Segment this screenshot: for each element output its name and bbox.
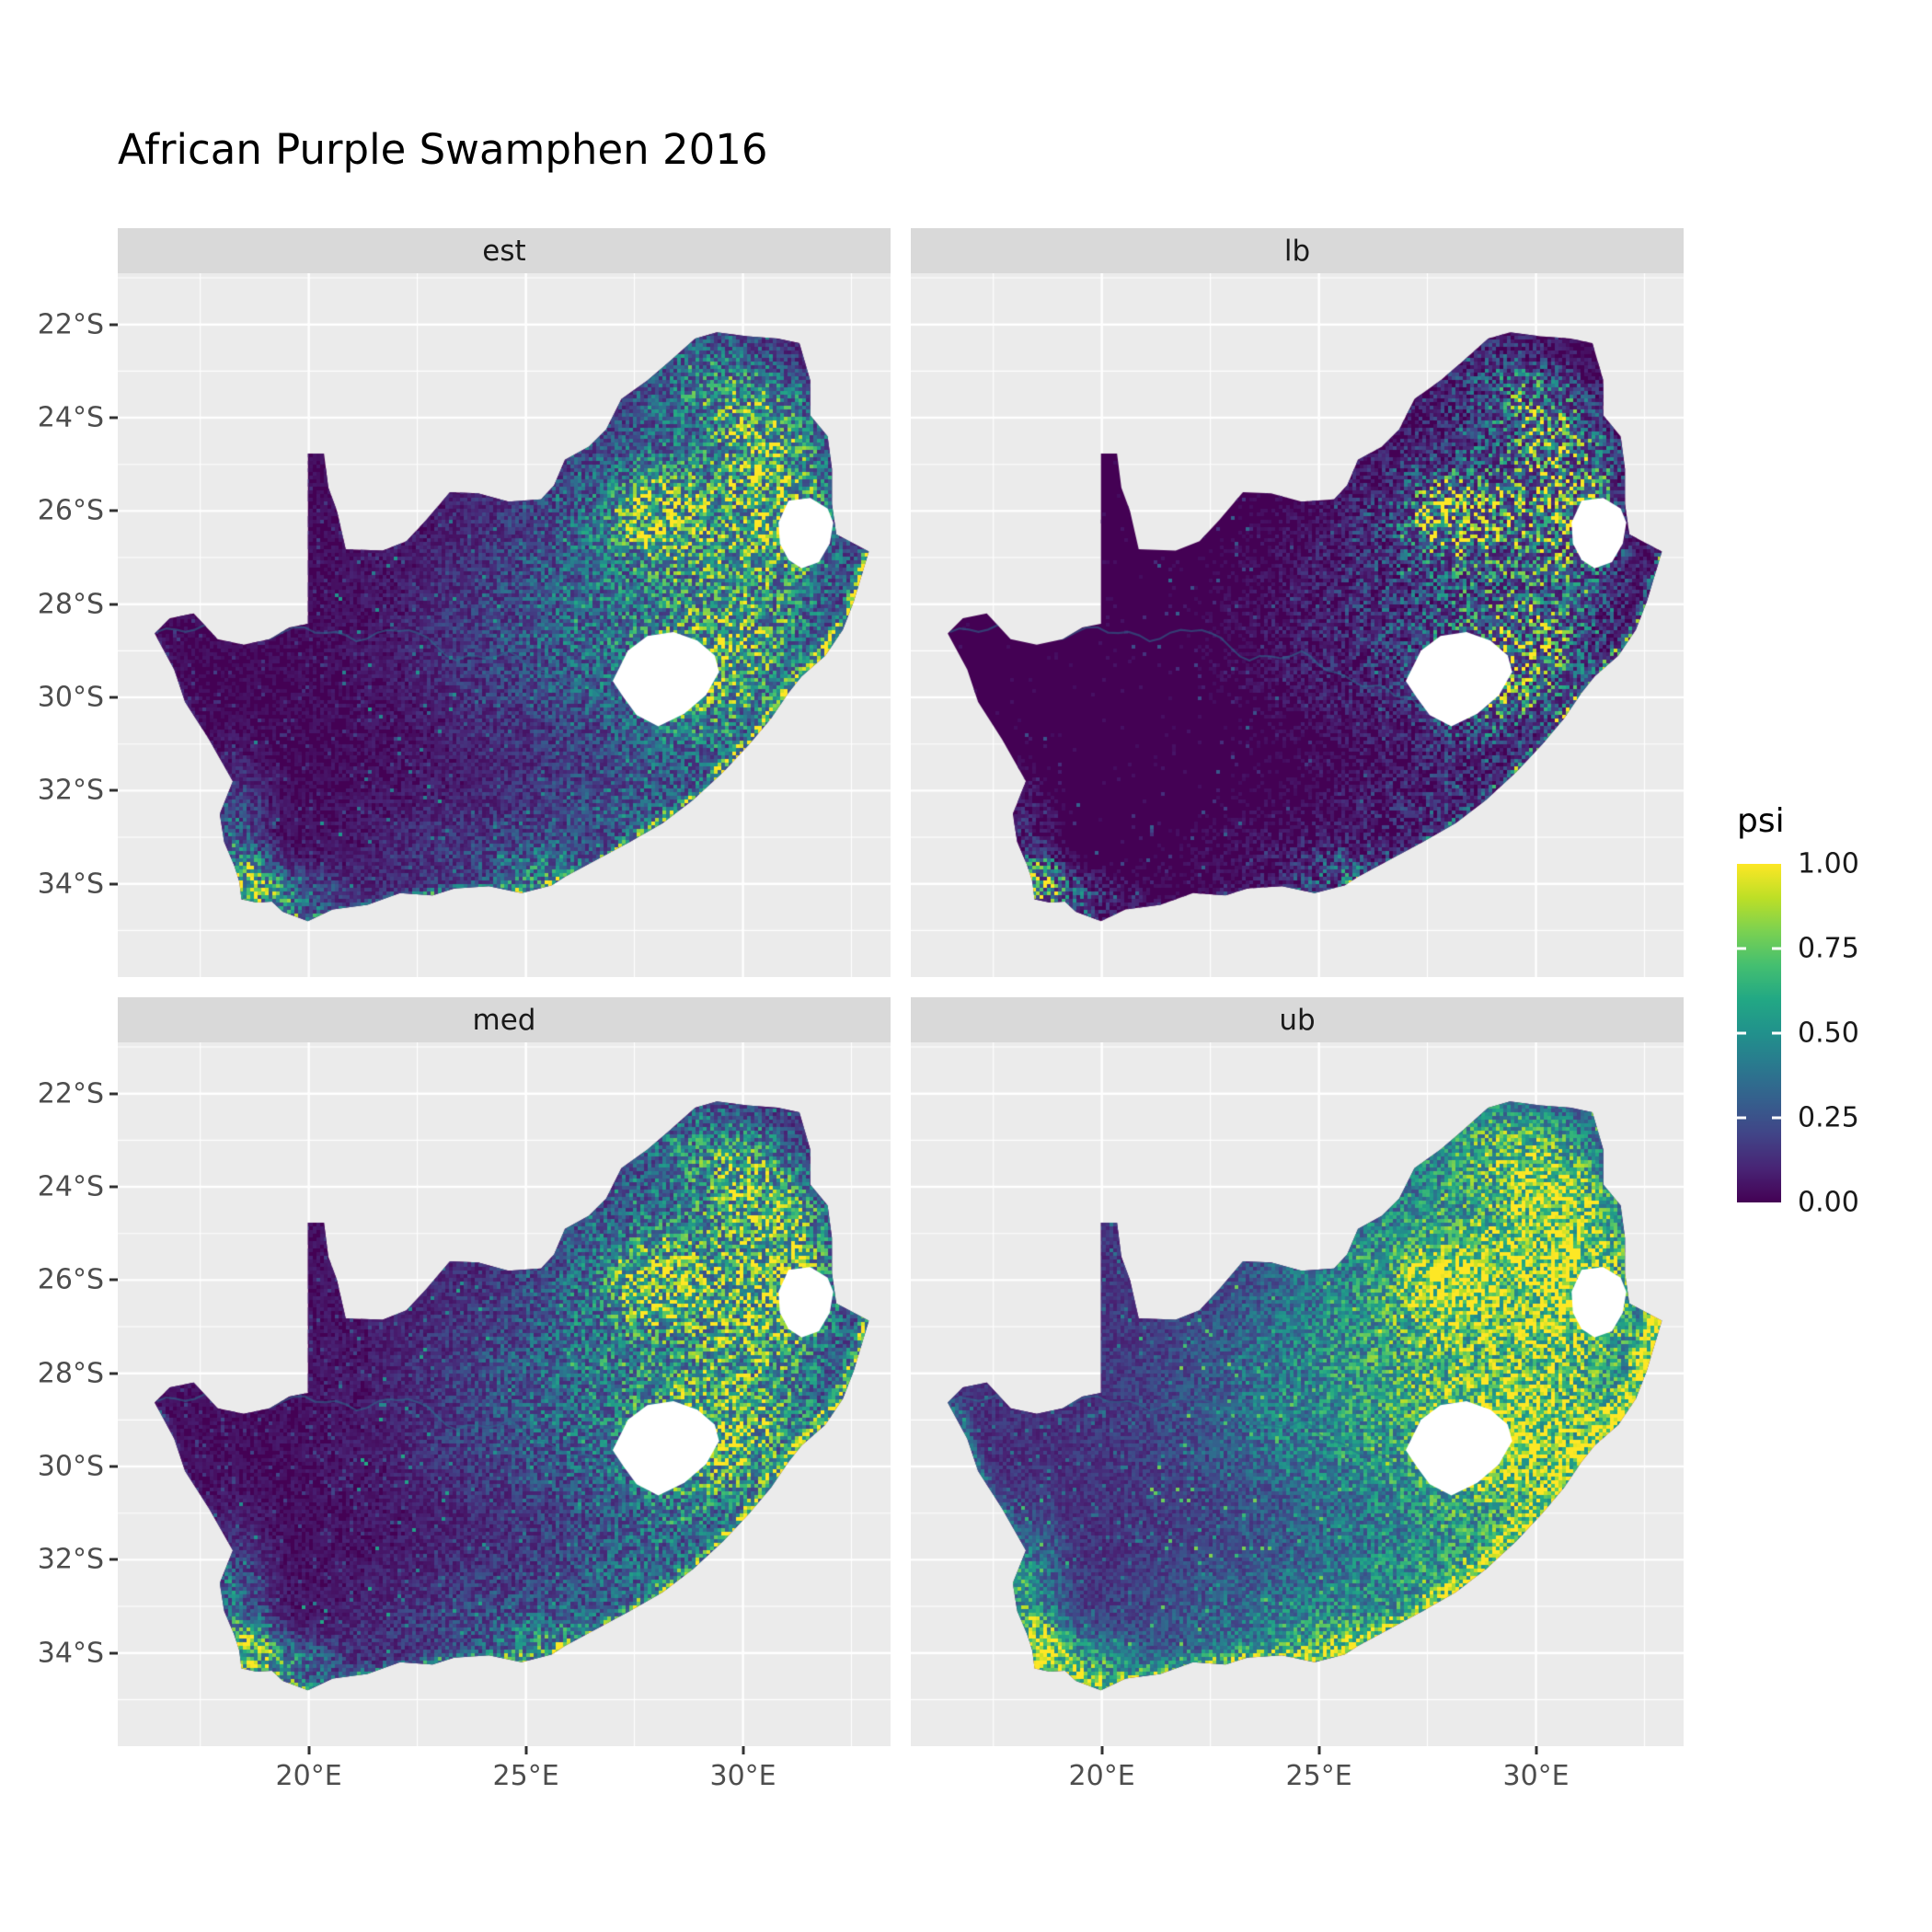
- legend-label-0.50: 0.50: [1798, 1017, 1859, 1050]
- map-panel-med: 22°S 24°S 26°S 28°S 30°S 32°S 34°S 20°E 25°E 30°E: [38, 1042, 891, 1792]
- y-tick-mark: [109, 1558, 118, 1561]
- facet-grid: est 22°S 24°S 26°S 28°S 30°S 32°S 34°S lb med …: [38, 228, 1684, 1792]
- x-tick-mark: [1535, 1746, 1538, 1754]
- x-tick-mark: [1100, 1746, 1104, 1754]
- map-canvas-lb: [911, 273, 1684, 977]
- legend-tick: [1772, 1031, 1781, 1035]
- x-tick-mark: [1317, 1746, 1321, 1754]
- x-tick-label: 25°E: [492, 1760, 559, 1792]
- y-tick-label: 26°S: [37, 1263, 104, 1296]
- facet-lb: lb: [911, 228, 1684, 977]
- facet-strip-med: med: [118, 997, 891, 1042]
- x-tick-mark: [742, 1746, 745, 1754]
- legend-label-1.00: 1.00: [1798, 847, 1859, 880]
- map-panel-ub: 20°E 25°E 30°E: [911, 1042, 1684, 1792]
- y-tick-label: 30°S: [37, 1450, 104, 1483]
- legend-psi: psi 1.00 0.75 0.50 0.25 0.00: [1737, 802, 1859, 1219]
- y-tick-label: 34°S: [37, 868, 104, 901]
- legend-title: psi: [1737, 802, 1785, 840]
- facet-strip-est: est: [118, 228, 891, 273]
- x-tick-label: 20°E: [1068, 1760, 1135, 1792]
- legend-label-0.75: 0.75: [1798, 932, 1859, 965]
- x-tick-mark: [524, 1746, 528, 1754]
- y-tick-label: 22°S: [37, 308, 104, 341]
- map-canvas-ub: [911, 1042, 1684, 1746]
- y-tick-mark: [109, 416, 118, 420]
- y-tick-label: 30°S: [37, 681, 104, 714]
- map-canvas-med: [118, 1042, 891, 1746]
- legend-label-0.00: 0.00: [1798, 1186, 1859, 1219]
- facet-label-ub: ub: [1279, 1003, 1316, 1037]
- y-tick-mark: [109, 603, 118, 606]
- facet-label-lb: lb: [1283, 234, 1311, 268]
- y-tick-label: 22°S: [37, 1077, 104, 1110]
- facet-strip-ub: ub: [911, 997, 1684, 1042]
- x-tick-label: 30°E: [709, 1760, 776, 1792]
- y-tick-mark: [109, 1278, 118, 1282]
- y-tick-label: 24°S: [37, 1170, 104, 1203]
- legend-tick: [1737, 947, 1746, 950]
- y-tick-label: 34°S: [37, 1637, 104, 1670]
- map-canvas-est: [118, 273, 891, 977]
- x-tick-label: 30°E: [1502, 1760, 1570, 1792]
- y-tick-mark: [109, 1185, 118, 1189]
- y-tick-label: 28°S: [37, 1357, 104, 1390]
- y-tick-mark: [109, 1092, 118, 1096]
- y-tick-mark: [109, 323, 118, 327]
- facet-strip-lb: lb: [911, 228, 1684, 273]
- y-tick-label: 32°S: [37, 774, 104, 807]
- facet-med: med 22°S 24°S 26°S 28°S 30°S 32°S 34°S 20°E 25°E…: [38, 997, 891, 1792]
- y-tick-mark: [109, 788, 118, 792]
- y-tick-label: 26°S: [37, 494, 104, 527]
- legend-tick: [1737, 1116, 1746, 1120]
- legend-label-0.25: 0.25: [1798, 1101, 1859, 1134]
- y-tick-label: 32°S: [37, 1543, 104, 1576]
- y-tick-label: 24°S: [37, 401, 104, 434]
- facet-est: est 22°S 24°S 26°S 28°S 30°S 32°S 34°S: [38, 228, 891, 977]
- facet-label-est: est: [482, 234, 526, 268]
- y-tick-mark: [109, 882, 118, 886]
- map-panel-est: 22°S 24°S 26°S 28°S 30°S 32°S 34°S: [38, 273, 891, 977]
- y-tick-mark: [109, 1372, 118, 1375]
- legend-colorbar-wrap: 1.00 0.75 0.50 0.25 0.00: [1737, 848, 1859, 1219]
- y-tick-mark: [109, 509, 118, 512]
- facet-ub: ub 20°E 25°E 30°E: [911, 997, 1684, 1792]
- x-tick-label: 25°E: [1285, 1760, 1352, 1792]
- legend-tick: [1772, 1116, 1781, 1120]
- plot-title: African Purple Swamphen 2016: [118, 125, 768, 174]
- y-tick-label: 28°S: [37, 588, 104, 621]
- legend-tick: [1737, 1031, 1746, 1035]
- y-tick-mark: [109, 1465, 118, 1468]
- facet-label-med: med: [472, 1003, 536, 1037]
- map-panel-lb: [911, 273, 1684, 977]
- x-tick-label: 20°E: [275, 1760, 342, 1792]
- y-tick-mark: [109, 1651, 118, 1655]
- legend-tick: [1772, 947, 1781, 950]
- x-tick-mark: [307, 1746, 311, 1754]
- y-tick-mark: [109, 696, 118, 699]
